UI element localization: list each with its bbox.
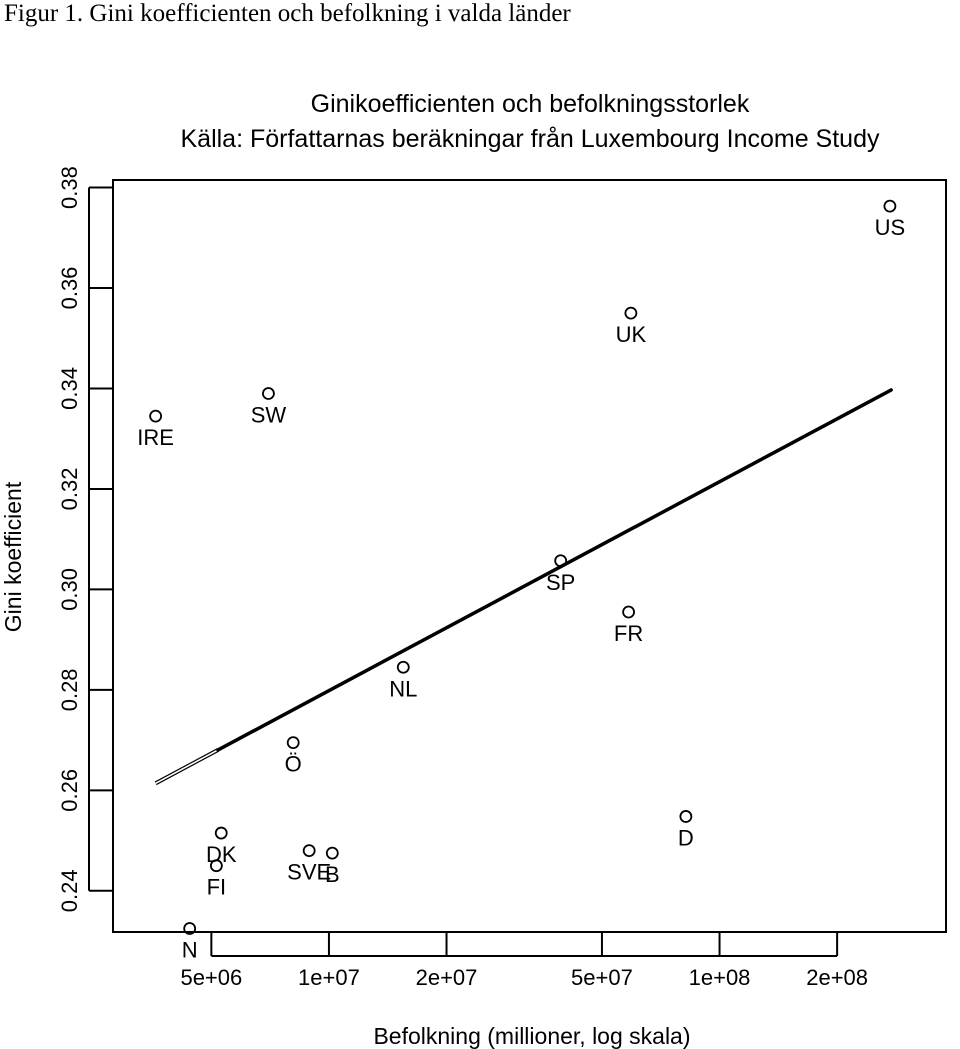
point-marker bbox=[149, 409, 163, 423]
y-tick-label: 0.34 bbox=[57, 367, 82, 410]
y-tick-label: 0.26 bbox=[57, 769, 82, 812]
point-marker bbox=[302, 844, 316, 858]
regression-line bbox=[154, 388, 893, 786]
plot-frame bbox=[112, 179, 947, 933]
point-marker bbox=[214, 826, 228, 840]
regression-line-thick bbox=[216, 388, 893, 752]
x-axis: 5e+06 1e+07 2e+07 5e+07 1e+08 2e+08 bbox=[180, 932, 868, 990]
y-tick-label: 0.30 bbox=[57, 568, 82, 611]
point-label: FR bbox=[614, 621, 643, 646]
y-axis-label: Gini koefficient bbox=[0, 481, 26, 632]
point-marker bbox=[286, 736, 300, 750]
y-tick-label: 0.32 bbox=[57, 468, 82, 511]
point-marker bbox=[325, 846, 339, 860]
y-tick-label: 0.28 bbox=[57, 668, 82, 711]
x-tick-label: 1e+08 bbox=[689, 965, 751, 990]
point-marker bbox=[883, 199, 897, 213]
point-marker bbox=[209, 859, 223, 873]
point-label: FI bbox=[207, 875, 227, 900]
y-axis: 0.24 0.26 0.28 0.30 0.32 0.34 0.36 0.38 bbox=[57, 166, 113, 912]
x-tick-label: 2e+07 bbox=[416, 965, 478, 990]
point-label: B bbox=[325, 862, 340, 887]
point-marker bbox=[396, 660, 410, 674]
x-tick-label: 5e+06 bbox=[180, 965, 242, 990]
x-tick-label: 2e+08 bbox=[806, 965, 868, 990]
point-marker bbox=[262, 387, 275, 400]
x-tick-label: 5e+07 bbox=[571, 965, 633, 990]
y-tick-label: 0.36 bbox=[57, 267, 82, 310]
point-marker bbox=[624, 306, 638, 320]
figure-caption: Figur 1. Gini koefficienten och befolkni… bbox=[4, 0, 571, 27]
point-label: N bbox=[182, 937, 198, 962]
point-marker bbox=[183, 922, 197, 935]
point-label: US bbox=[875, 215, 906, 240]
chart-subtitle: Källa: Författarnas beräkningar från Lux… bbox=[181, 125, 880, 153]
regression-line-thin-inner bbox=[155, 749, 219, 785]
y-tick-label: 0.24 bbox=[57, 869, 82, 912]
x-tick-label: 1e+07 bbox=[298, 965, 360, 990]
x-axis-label: Befolkning (millioner, log skala) bbox=[373, 1023, 690, 1049]
y-tick-label: 0.38 bbox=[57, 166, 82, 209]
point-label: IRE bbox=[137, 425, 174, 450]
point-marker bbox=[554, 554, 568, 568]
point-label: SP bbox=[546, 570, 575, 595]
point-label: UK bbox=[616, 322, 647, 347]
point-label: SW bbox=[251, 402, 287, 427]
point-marker bbox=[622, 605, 635, 619]
point-label: SVE bbox=[287, 860, 331, 885]
point-marker bbox=[679, 810, 693, 823]
chart-title: Ginikoefficienten och befolkningsstorlek bbox=[311, 90, 750, 118]
point-label: D bbox=[678, 825, 694, 850]
point-label: Ö bbox=[285, 752, 302, 777]
point-label: NL bbox=[389, 676, 417, 701]
